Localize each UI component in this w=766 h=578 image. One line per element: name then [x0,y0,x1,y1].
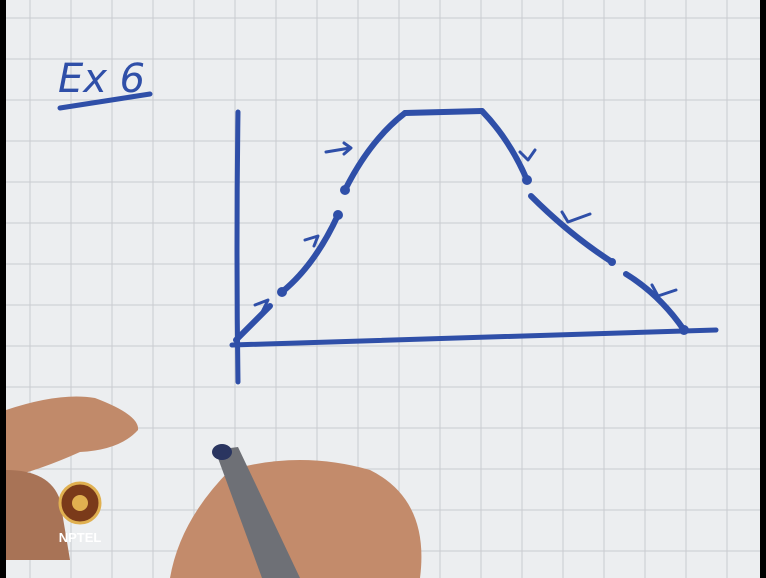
point [522,175,532,185]
scene: Ex 6 [0,0,766,578]
left-border [0,0,6,578]
right-border [760,0,766,578]
logo-center [72,495,88,511]
point [277,287,287,297]
page: {"heading": "Ex 6", "logo": {"label": "N… [0,0,766,578]
point [679,325,689,335]
point [608,258,616,266]
logo: NPTEL [59,483,102,545]
logo-label: NPTEL [59,530,102,545]
marker-tip [212,444,232,460]
point [333,210,343,220]
point [340,185,350,195]
curve-piece [405,111,482,113]
